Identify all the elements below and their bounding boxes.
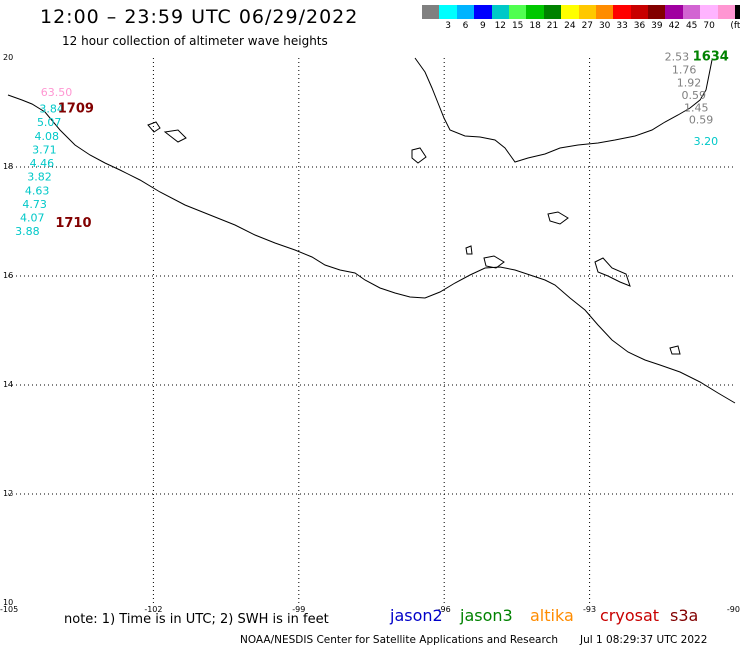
colorbar-swatch <box>561 5 579 19</box>
latitude-label: 10 <box>3 598 13 607</box>
colorbar-label: 45 <box>685 21 698 31</box>
colorbar-label: 36 <box>633 21 646 31</box>
longitude-label: -99 <box>292 605 305 614</box>
wave-height-value: 3.20 <box>694 135 719 148</box>
wave-height-value: 4.63 <box>25 184 50 197</box>
colorbar-label: 12 <box>494 21 507 31</box>
graticule <box>8 58 735 603</box>
coastline-north <box>414 57 713 163</box>
colorbar-label: 24 <box>564 21 576 31</box>
colorbar-label: 15 <box>511 21 524 31</box>
latitude-label: 16 <box>3 271 13 280</box>
colorbar-swatch <box>700 5 718 19</box>
longitude-label: -90 <box>727 605 740 614</box>
satellite-legend-entry: jason3 <box>460 606 513 625</box>
colorbar-label: 39 <box>651 21 663 31</box>
latitude-label: 18 <box>3 162 13 171</box>
wave-height-value: 4.07 <box>20 212 45 225</box>
colorbar-label: 70 <box>703 21 715 31</box>
island-shape <box>147 121 161 133</box>
satellite-legend-entry: altika <box>530 606 574 625</box>
colorbar-swatch <box>630 5 649 19</box>
wave-height-value: 4.46 <box>30 157 55 170</box>
generated-timestamp: Jul 1 08:29:37 UTC 2022 <box>580 634 708 646</box>
longitude-label: -102 <box>144 605 162 614</box>
chart-subtitle: 12 hour collection of altimeter wave hei… <box>62 34 328 48</box>
axis-labels: 20 18 16 14 12 10-105 -102 -99 -96 -93 -90 <box>0 53 740 614</box>
colorbar-label: 42 <box>668 21 681 31</box>
colorbar-swatch <box>526 5 544 19</box>
island-shape <box>594 257 631 287</box>
units-note: note: 1) Time is in UTC; 2) SWH is in fe… <box>64 612 329 627</box>
colorbar-swatch <box>439 5 457 19</box>
colorbar-swatch <box>682 5 701 19</box>
colorbar-swatch <box>474 5 492 19</box>
island-shape <box>163 129 187 143</box>
wave-height-value: 63.50 <box>41 86 73 99</box>
colorbar-swatch <box>491 5 509 19</box>
coastline <box>7 94 736 404</box>
pass-number-label: 1709 <box>58 102 94 117</box>
island-shape <box>547 211 569 225</box>
pass-number-label: 1710 <box>55 216 91 231</box>
longitude-label: -93 <box>583 605 596 614</box>
wave-height-value: 1.76 <box>672 63 697 76</box>
latitude-label: 12 <box>3 489 13 498</box>
colorbar-label: (ft) <box>730 21 740 31</box>
wave-height-value: 1.92 <box>677 76 702 89</box>
colorbar-swatch <box>578 5 596 19</box>
colorbar-swatch <box>648 5 666 19</box>
colorbar-swatch <box>717 5 736 19</box>
island-shape <box>483 255 505 269</box>
colorbar-label: 21 <box>546 21 559 31</box>
chart-title: 12:00 – 23:59 UTC 06/29/2022 <box>40 6 359 28</box>
wave-height-value: 3.84 <box>39 103 64 116</box>
wave-height-value: 5.07 <box>37 116 62 129</box>
wave-height-value: 3.71 <box>32 143 57 156</box>
wave-height-value: 0.59 <box>682 89 707 102</box>
altimeter-tracks: 63.50 3.845.074.083.71 1709 4.463.824.634.7… <box>15 50 729 238</box>
wave-height-value: 1.45 <box>684 101 709 114</box>
colorbar-label: 18 <box>529 21 541 31</box>
island-shape <box>465 245 473 255</box>
wave-height-value: 0.59 <box>689 113 714 126</box>
colorbar-label: 6 <box>462 21 469 31</box>
pass-number-label: 1634 <box>693 50 729 65</box>
colorbar-label: 27 <box>581 21 594 31</box>
wave-height-value: 4.08 <box>35 130 60 143</box>
longitude-label: -105 <box>0 605 18 614</box>
wave-height-value: 2.53 <box>665 51 690 64</box>
island-shape <box>411 147 427 164</box>
latitude-label: 20 <box>3 53 13 62</box>
colorbar-swatch <box>665 5 683 19</box>
colorbar-swatch <box>543 5 562 19</box>
wave-height-value: 3.82 <box>27 171 52 184</box>
colorbar-swatch <box>613 5 631 19</box>
wave-height-value: 3.88 <box>15 225 40 238</box>
colorbar-swatch <box>735 5 740 19</box>
colorbar-label: 9 <box>480 21 486 31</box>
wave-height-colorbar <box>422 5 740 19</box>
colorbar-swatch <box>508 5 527 19</box>
satellite-legend-entry: cryosat <box>600 606 660 625</box>
wave-height-value: 4.73 <box>22 198 47 211</box>
colorbar-label: 30 <box>598 21 611 31</box>
colorbar-label: 33 <box>616 21 628 31</box>
colorbar-swatch <box>422 5 440 19</box>
colorbar-swatch <box>456 5 475 19</box>
longitude-label: -96 <box>438 605 451 614</box>
credit-line: NOAA/NESDIS Center for Satellite Applica… <box>240 634 558 646</box>
satellite-legend-entry: s3a <box>670 606 699 625</box>
colorbar-label: 3 <box>445 21 451 31</box>
colorbar-swatch <box>595 5 614 19</box>
latitude-label: 14 <box>3 380 13 389</box>
island-shape <box>669 345 681 355</box>
satellite-legend-entry: jason2 <box>390 606 443 625</box>
